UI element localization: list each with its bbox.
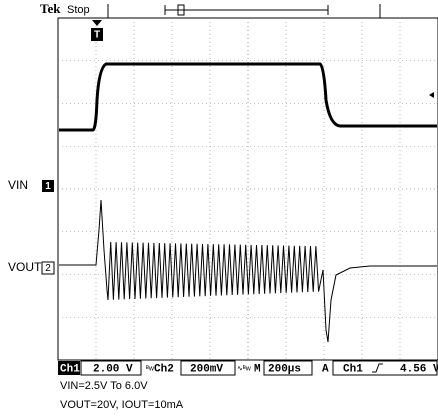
trigger-marker: T (94, 30, 100, 41)
ch2-scale: 200mV (190, 363, 223, 375)
trigger-label: A (322, 363, 329, 375)
page: Tek Stop T VIN 1 VOUT 2 Ch1 2.00 V ᴮw Ch… (0, 0, 438, 417)
ch1-label: Ch1 (60, 363, 80, 375)
caption-line: VIN=2.5V To 6.0V (60, 380, 148, 392)
channel-marker: 1 (45, 181, 51, 192)
trigger-source: Ch1 (343, 363, 363, 375)
oscilloscope-screen: Tek Stop T VIN 1 VOUT 2 Ch1 2.00 V ᴮw Ch… (0, 0, 438, 417)
channel-label: VOUT (8, 260, 42, 274)
bw-icon: ∿ᴮw (237, 365, 252, 372)
caption-line: VOUT=20V, IOUT=10mA (60, 399, 184, 411)
time-label: M (254, 363, 261, 375)
channel-label: VIN (8, 178, 28, 192)
acq-status: Stop (67, 4, 90, 16)
channel-marker: 2 (45, 263, 51, 274)
brand: Tek (40, 1, 61, 16)
ch1-scale: 2.00 V (93, 363, 133, 375)
time-scale: 200µs (268, 363, 301, 375)
trigger-level: 4.56 V (400, 363, 438, 375)
ch2-label: Ch2 (154, 363, 174, 375)
